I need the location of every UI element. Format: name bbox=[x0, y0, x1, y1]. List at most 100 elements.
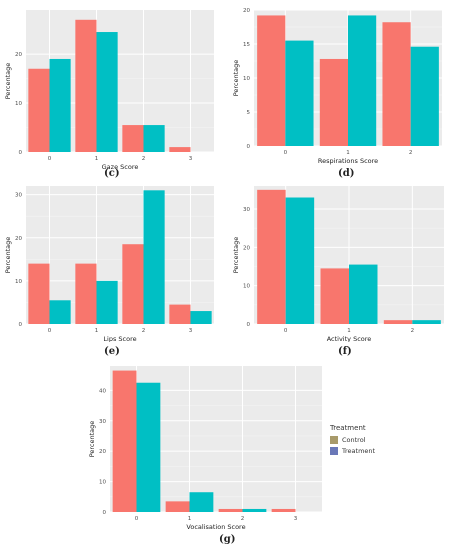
bar-treatment-1 bbox=[348, 15, 377, 146]
bar-treatment-2 bbox=[143, 190, 165, 324]
x-tick-label: 2 bbox=[241, 516, 245, 522]
x-tick-label: 2 bbox=[411, 328, 415, 334]
chart-activity-score: 0 10 20 30 0 1 2 Activity Score Percentage bbox=[232, 186, 444, 342]
bar-control-3 bbox=[271, 508, 296, 512]
legend-swatch-treatment bbox=[330, 447, 338, 455]
y-axis-title: Percentage bbox=[232, 60, 240, 97]
bar-control-1 bbox=[165, 501, 190, 512]
chart-lips-score: 0 10 20 30 0 1 2 3 Lips Score Percentage bbox=[4, 186, 214, 342]
bar-control-1 bbox=[320, 268, 349, 324]
x-tick-label: 0 bbox=[284, 150, 288, 156]
bar-control-2 bbox=[383, 320, 413, 324]
bar-control-1 bbox=[319, 58, 348, 146]
bar-treatment-2 bbox=[143, 125, 165, 152]
y-tick-label: 40 bbox=[99, 388, 106, 394]
bar-control-2 bbox=[122, 244, 144, 324]
y-tick-label: 30 bbox=[15, 193, 22, 199]
bar-treatment-1 bbox=[349, 264, 378, 324]
x-axis-title: Respirations Score bbox=[318, 157, 378, 165]
legend-label-control: Control bbox=[342, 436, 366, 444]
x-tick-label: 0 bbox=[48, 156, 52, 162]
legend-label-treatment: Treatment bbox=[342, 447, 376, 455]
legend-title: Treatment bbox=[330, 424, 366, 432]
x-tick-label: 1 bbox=[347, 328, 351, 334]
bar-control-3 bbox=[169, 304, 191, 324]
y-axis-title: Percentage bbox=[88, 421, 96, 458]
legend-swatch-control bbox=[330, 436, 338, 444]
bar-treatment-0 bbox=[49, 300, 71, 324]
bar-treatment-2 bbox=[412, 320, 441, 324]
bar-control-0 bbox=[257, 189, 286, 324]
bar-control-2 bbox=[382, 22, 411, 147]
bar-control-0 bbox=[28, 68, 50, 152]
bar-control-0 bbox=[28, 263, 50, 324]
y-tick-label: 15 bbox=[243, 42, 250, 48]
bar-treatment-0 bbox=[136, 382, 161, 512]
bar-control-2 bbox=[122, 125, 144, 152]
x-tick-label: 0 bbox=[284, 328, 288, 334]
x-tick-label: 0 bbox=[135, 516, 139, 522]
y-tick-label: 0 bbox=[103, 510, 107, 516]
y-tick-label: 30 bbox=[99, 419, 106, 425]
chart-vocalisation-score: 0 10 20 30 40 0 1 2 3 Vocalisation Score Percentag… bbox=[88, 366, 322, 531]
y-tick-label: 10 bbox=[15, 279, 22, 285]
x-tick-label: 2 bbox=[409, 150, 413, 156]
bar-treatment-3 bbox=[190, 311, 212, 324]
y-axis-title: Percentage bbox=[4, 63, 12, 100]
x-tick-label: 1 bbox=[95, 156, 99, 162]
bar-treatment-1 bbox=[96, 280, 118, 324]
bar-control-2 bbox=[218, 508, 243, 512]
x-tick-label: 1 bbox=[346, 150, 350, 156]
y-tick-label: 0 bbox=[247, 322, 251, 328]
legend-item-treatment: Treatment bbox=[330, 447, 375, 455]
x-axis-title: Vocalisation Score bbox=[186, 523, 245, 531]
bar-treatment-0 bbox=[49, 58, 71, 153]
y-tick-label: 20 bbox=[15, 52, 22, 58]
x-tick-label: 3 bbox=[189, 328, 193, 334]
y-tick-label: 10 bbox=[15, 101, 22, 107]
panel-label-d: (d) bbox=[338, 168, 355, 179]
x-tick-label: 3 bbox=[294, 516, 298, 522]
y-tick-label: 5 bbox=[247, 110, 251, 116]
y-axis-title: Percentage bbox=[232, 237, 240, 274]
bar-treatment-1 bbox=[189, 492, 214, 512]
bar-control-3 bbox=[169, 147, 191, 152]
y-tick-label: 10 bbox=[243, 284, 250, 290]
y-tick-label: 0 bbox=[19, 322, 23, 328]
x-axis-title: Activity Score bbox=[327, 335, 372, 342]
panel-label-e: (e) bbox=[104, 346, 120, 357]
panel-label-c: (c) bbox=[104, 168, 120, 179]
y-tick-label: 0 bbox=[19, 150, 23, 156]
bar-treatment-0 bbox=[285, 40, 314, 146]
legend-item-control: Control bbox=[330, 436, 375, 444]
bar-treatment-0 bbox=[285, 197, 315, 324]
bar-treatment-2 bbox=[242, 508, 267, 512]
y-tick-label: 20 bbox=[243, 8, 250, 14]
panel-label-f: (f) bbox=[338, 346, 352, 357]
y-tick-label: 30 bbox=[243, 207, 250, 213]
bar-treatment-2 bbox=[410, 46, 439, 146]
chart-gaze-score: 0 10 20 0 1 2 3 Gaze Score Percentage bbox=[4, 10, 214, 171]
x-tick-label: 1 bbox=[188, 516, 192, 522]
bar-control-0 bbox=[257, 15, 286, 146]
bar-treatment-1 bbox=[96, 32, 118, 152]
x-tick-label: 1 bbox=[95, 328, 99, 334]
y-tick-label: 10 bbox=[99, 480, 106, 486]
y-tick-label: 20 bbox=[243, 245, 250, 251]
x-axis-title: Lips Score bbox=[103, 335, 136, 342]
chart-respirations-score: 0 5 10 15 20 0 1 2 Respirations Score Percentage bbox=[232, 8, 442, 165]
y-axis-title: Percentage bbox=[4, 237, 12, 274]
x-tick-label: 2 bbox=[142, 328, 146, 334]
x-tick-label: 3 bbox=[189, 156, 193, 162]
legend: Treatment Control Treatment bbox=[330, 424, 375, 458]
x-tick-label: 0 bbox=[48, 328, 52, 334]
x-axis-title: Gaze Score bbox=[102, 163, 139, 171]
panel-label-g: (g) bbox=[219, 534, 236, 545]
bar-control-1 bbox=[75, 263, 97, 324]
y-tick-label: 10 bbox=[243, 76, 250, 82]
x-tick-label: 2 bbox=[142, 156, 146, 162]
y-tick-label: 20 bbox=[15, 236, 22, 242]
y-tick-label: 20 bbox=[99, 449, 106, 455]
bar-control-1 bbox=[75, 19, 97, 152]
y-tick-label: 0 bbox=[247, 144, 251, 150]
